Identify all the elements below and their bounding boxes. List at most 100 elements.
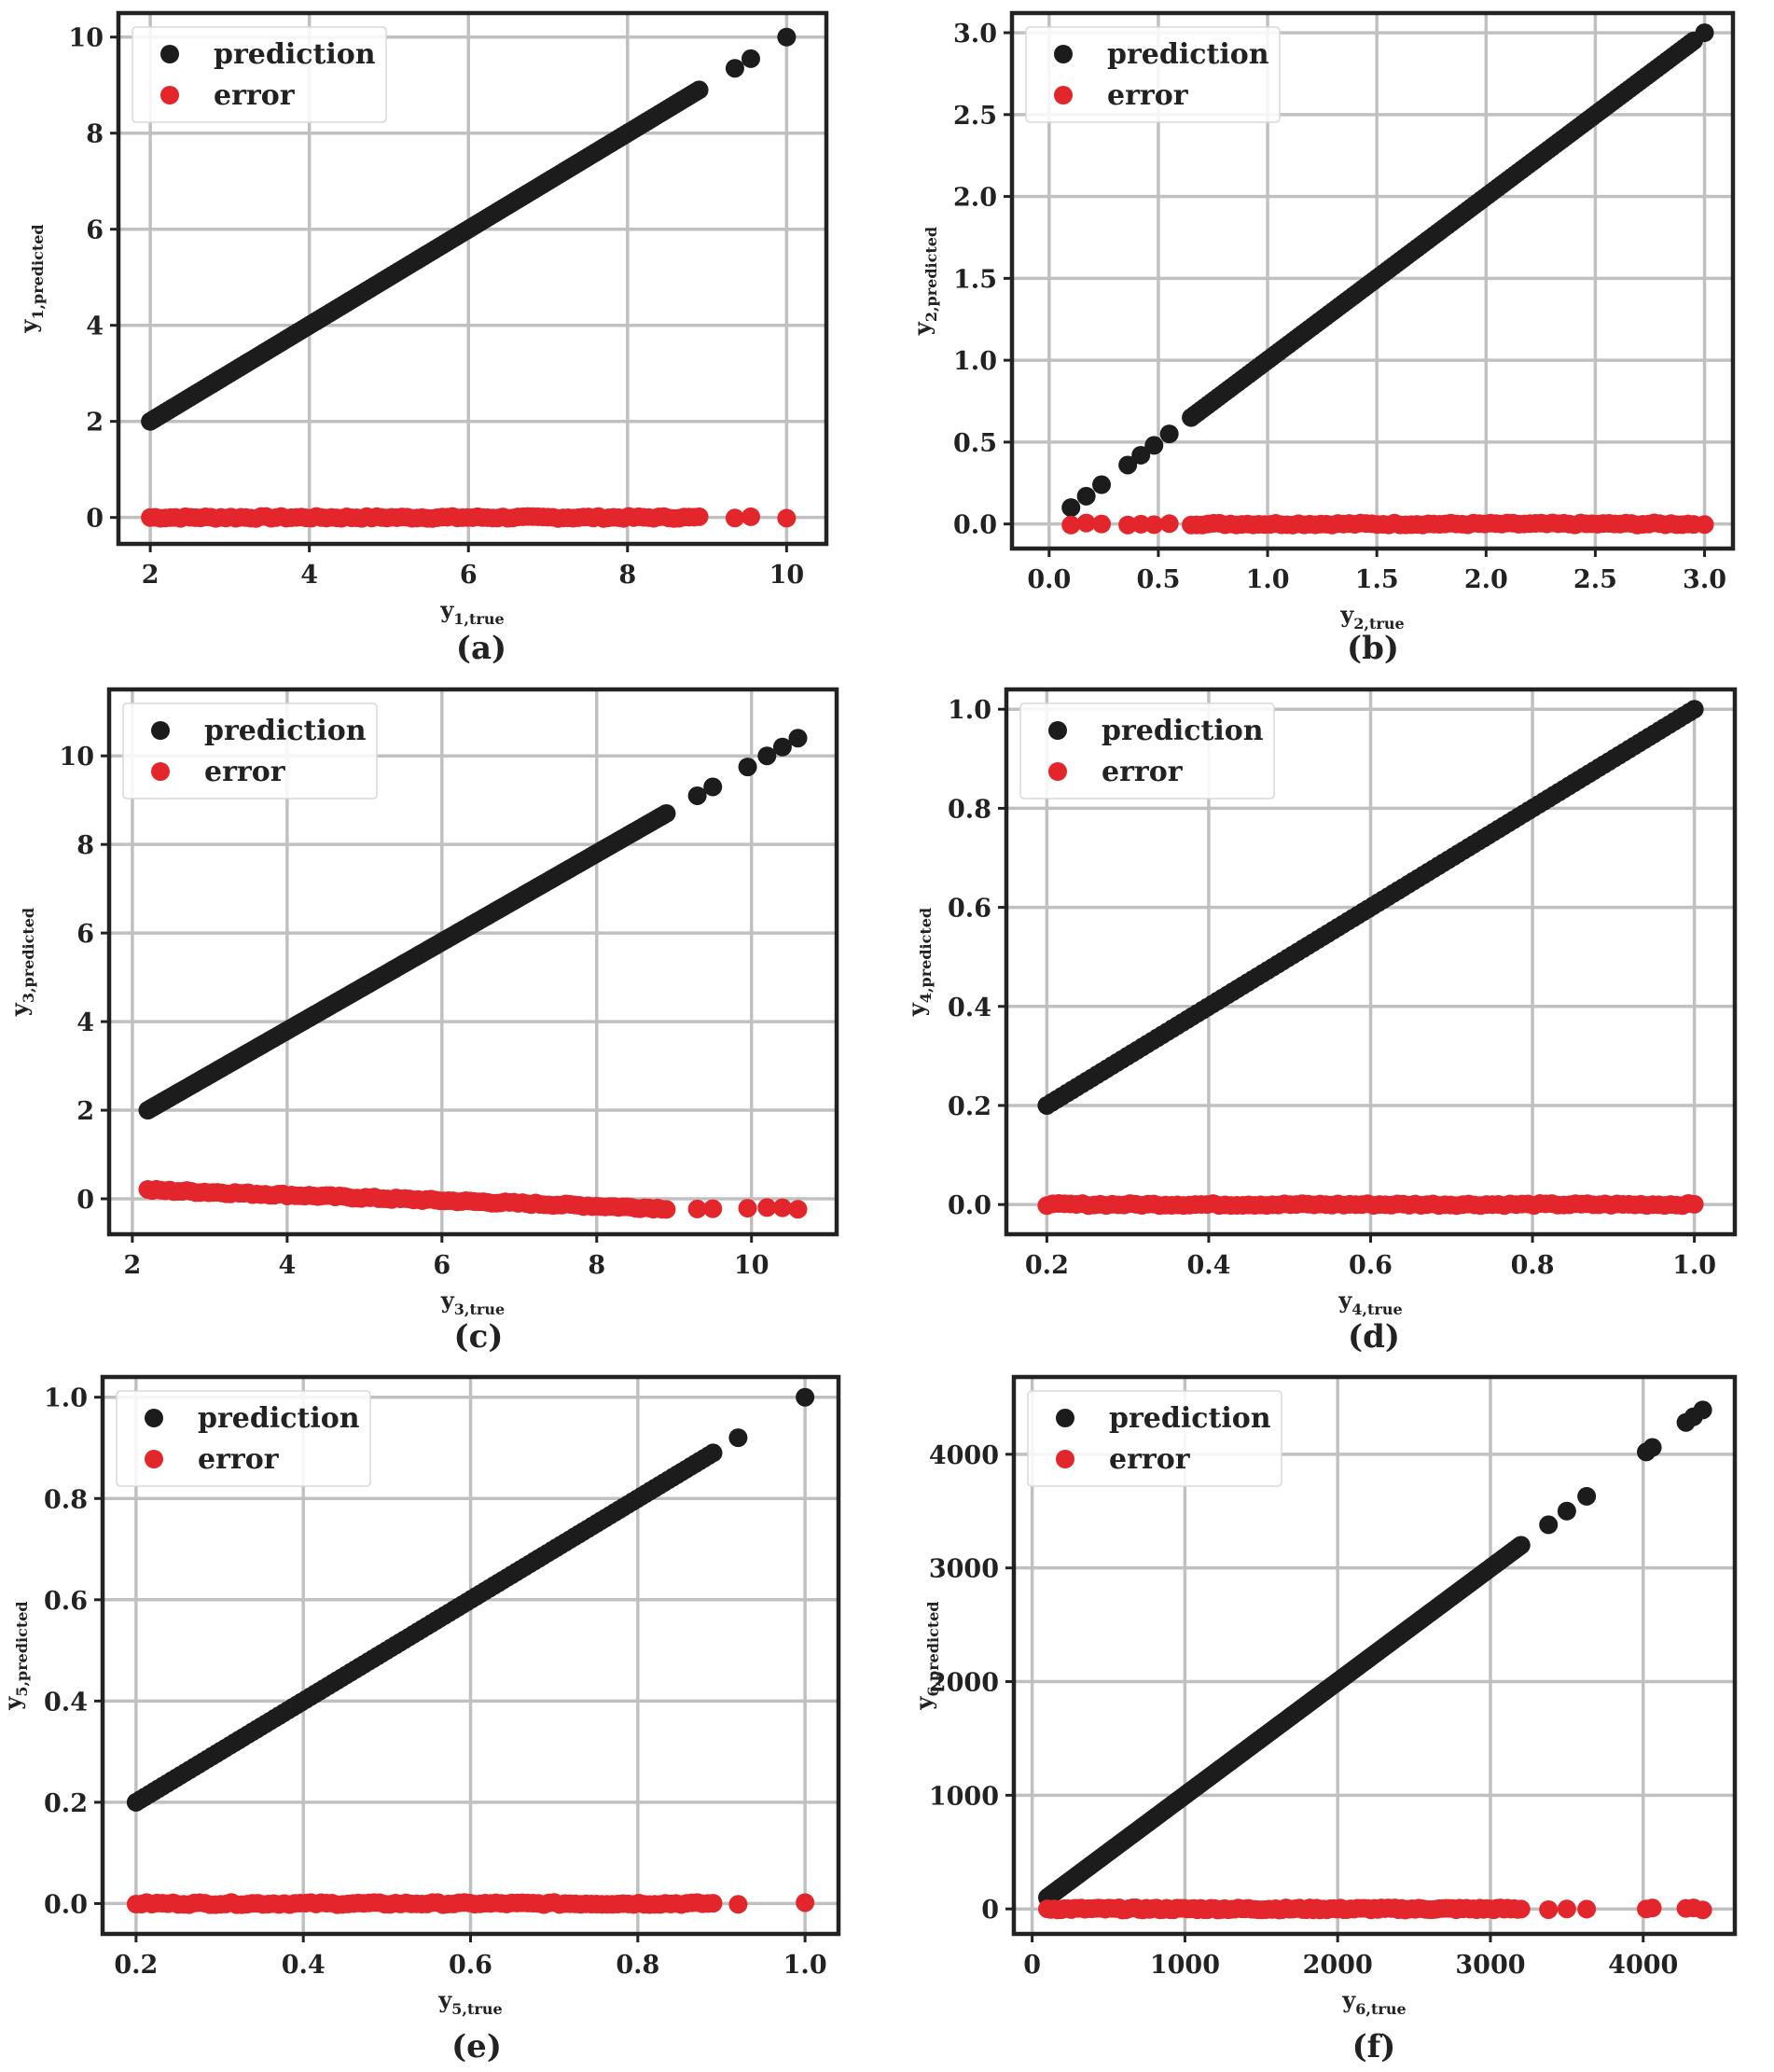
prediction-point	[1092, 475, 1112, 494]
prediction-point	[657, 803, 676, 823]
x-axis-label: y6,true	[1341, 1986, 1406, 2018]
legend-prediction-label: prediction	[1109, 1402, 1271, 1435]
prediction-point	[703, 777, 723, 797]
y-tick-label: 0.6	[948, 895, 991, 924]
error-point	[738, 1199, 757, 1218]
error-point	[788, 1200, 808, 1219]
prediction-point	[725, 59, 744, 78]
chart-panel-6: 0 1000 2000 3000 4000 0 1000 2000 3000 4000 y6,tru…	[910, 1374, 1738, 2065]
error-point	[728, 1895, 748, 1914]
y-tick-label: 1000	[929, 1782, 999, 1811]
panel-label: (b)	[1347, 630, 1399, 667]
x-tick-label: 0.6	[449, 1951, 492, 1980]
legend-error-label: error	[198, 1443, 280, 1476]
x-tick-label: 6	[460, 561, 478, 590]
x-tick-label: 4	[300, 561, 318, 590]
legend-box	[116, 1390, 371, 1487]
x-tick-label: 2	[123, 1251, 141, 1280]
prediction-point	[1159, 424, 1179, 444]
error-point	[796, 1893, 815, 1912]
y-tick-label: 10	[68, 24, 104, 53]
prediction-point	[741, 49, 760, 68]
prediction-point	[1118, 455, 1138, 475]
legend-prediction-label: prediction	[204, 715, 367, 747]
legend-error-marker	[151, 762, 170, 781]
y-tick-label: 0	[76, 1186, 94, 1215]
data-points	[138, 729, 808, 1219]
prediction-point	[687, 786, 707, 805]
error-point	[725, 508, 744, 528]
y-tick-label: 0.8	[948, 795, 991, 824]
y-axis-label: y4,predicted	[903, 908, 935, 1017]
y-tick-label: 3000	[929, 1555, 999, 1584]
prediction-point	[757, 746, 777, 766]
legend-error-label: error	[1102, 756, 1184, 788]
legend-error-label: error	[204, 756, 286, 788]
prediction-point	[1684, 700, 1704, 719]
legend-error-label: error	[1107, 79, 1189, 112]
y-tick-label: 0.2	[44, 1789, 88, 1818]
y-tick-label: 8	[76, 831, 94, 860]
y-tick-label: 6	[76, 920, 94, 949]
x-tick-label: 0.8	[616, 1951, 659, 1980]
prediction-point	[796, 1387, 815, 1407]
data-points	[1061, 23, 1714, 535]
legend-error-marker	[1056, 1450, 1074, 1468]
y-tick-label: 4	[86, 313, 104, 341]
data-points	[1037, 700, 1704, 1216]
y-axis-label: y5,predicted	[0, 1601, 31, 1710]
x-tick-label: 1.0	[783, 1951, 827, 1980]
y-tick-label: 1.0	[948, 696, 991, 725]
legend-box	[122, 702, 378, 800]
error-point	[1159, 514, 1179, 534]
error-point	[1076, 513, 1096, 533]
plot-frame	[116, 10, 829, 547]
legend-error-marker	[145, 1450, 163, 1468]
legend-error-marker	[1054, 86, 1073, 104]
chart-panel-2: 0.0 0.5 1.0 1.5 2.0 2.5 3.0 0.0 0.5 1.0 1.5 2.0 2.5 3…	[908, 10, 1736, 667]
y-tick-label: 0.0	[948, 1191, 991, 1220]
plot-frame	[106, 687, 839, 1237]
panel-label: (d)	[1348, 1318, 1400, 1356]
panel-label: (f)	[1352, 2028, 1396, 2065]
prediction-point	[1061, 498, 1081, 518]
prediction-point	[703, 1443, 723, 1463]
prediction-point	[772, 737, 792, 757]
error-point	[687, 1199, 707, 1218]
legend-box	[1027, 1390, 1282, 1487]
data-points	[126, 1387, 815, 1914]
y-tick-label: 0.8	[44, 1485, 88, 1514]
error-point	[1061, 515, 1081, 535]
x-tick-label: 3.0	[1683, 565, 1726, 594]
x-tick-label: 10	[734, 1251, 769, 1280]
y-tick-label: 0.2	[948, 1092, 991, 1121]
x-tick-label: 8	[618, 561, 636, 590]
prediction-point	[777, 27, 797, 47]
y-tick-label: 0.0	[44, 1890, 88, 1919]
panel-label: (a)	[456, 630, 506, 667]
legend-error-marker	[160, 86, 179, 104]
x-tick-label: 1000	[1150, 1951, 1220, 1980]
error-point	[1693, 1900, 1712, 1920]
x-tick-label: 2	[142, 561, 159, 590]
x-tick-label: 2.5	[1573, 565, 1617, 594]
y-tick-label: 0.6	[44, 1587, 88, 1616]
x-axis-label: y4,true	[1337, 1286, 1402, 1318]
data-points	[1038, 1400, 1712, 1920]
error-point	[1511, 1899, 1531, 1919]
y-tick-label: 0.5	[953, 429, 997, 458]
legend-prediction-label: prediction	[1102, 715, 1264, 747]
legend-prediction-label: prediction	[1107, 38, 1269, 71]
prediction-point	[1577, 1486, 1597, 1506]
y-tick-label: 10	[59, 743, 94, 772]
x-tick-label: 10	[769, 561, 805, 590]
y-tick-label: 2.0	[953, 184, 997, 213]
x-tick-label: 4	[278, 1251, 296, 1280]
x-tick-label: 6	[433, 1251, 450, 1280]
x-tick-label: 4000	[1608, 1951, 1678, 1980]
x-tick-label: 2000	[1303, 1951, 1373, 1980]
y-tick-label: 2	[86, 409, 104, 438]
x-tick-label: 0.6	[1349, 1251, 1393, 1280]
error-point	[657, 1200, 676, 1219]
